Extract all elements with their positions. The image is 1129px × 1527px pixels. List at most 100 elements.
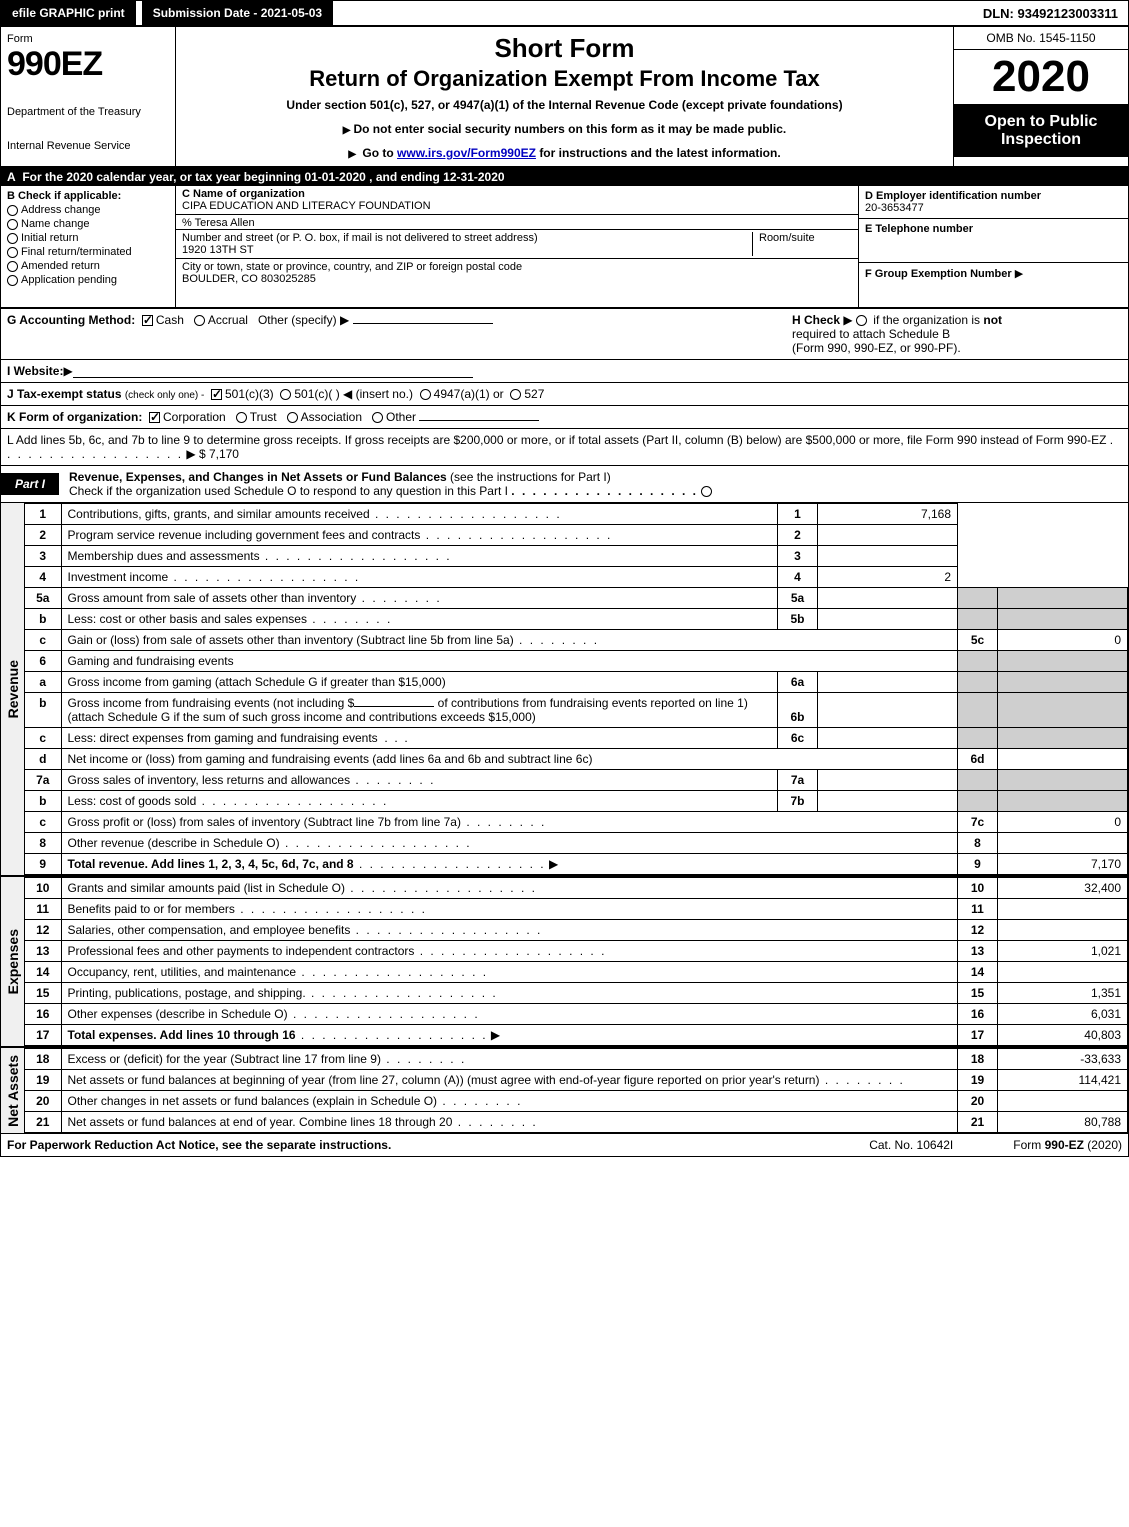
row-a-tax-year: A For the 2020 calendar year, or tax yea… xyxy=(1,168,1128,186)
net-assets-section: Net Assets 18Excess or (deficit) for the… xyxy=(1,1046,1128,1133)
group-exemption-header: F Group Exemption Number xyxy=(865,268,1012,280)
street-header: Number and street (or P. O. box, if mail… xyxy=(182,232,752,244)
line-5c: cGain or (loss) from sale of assets othe… xyxy=(25,630,1128,651)
chk-name-change[interactable]: Name change xyxy=(7,218,169,230)
city-row: City or town, state or province, country… xyxy=(176,259,858,287)
org-name: CIPA EDUCATION AND LITERACY FOUNDATION xyxy=(182,200,431,212)
street-row: Number and street (or P. O. box, if mail… xyxy=(176,230,858,259)
h-label: H Check xyxy=(792,313,840,327)
dept-treasury: Department of the Treasury xyxy=(7,106,169,118)
chk-501c[interactable] xyxy=(280,389,291,400)
dln-label: DLN: 93492123003311 xyxy=(973,2,1128,25)
ein-row: D Employer identification number 20-3653… xyxy=(859,186,1128,219)
subtitle-section: Under section 501(c), 527, or 4947(a)(1)… xyxy=(188,98,941,112)
line-3: 3Membership dues and assessments3 xyxy=(25,546,1128,567)
line-19: 19Net assets or fund balances at beginni… xyxy=(25,1070,1128,1091)
chk-association[interactable] xyxy=(287,412,298,423)
goto-post: for instructions and the latest informat… xyxy=(539,146,780,160)
line-4: 4Investment income42 xyxy=(25,567,1128,588)
dept-irs: Internal Revenue Service xyxy=(7,140,169,152)
submission-date-button[interactable]: Submission Date - 2021-05-03 xyxy=(142,1,333,25)
k-label: K Form of organization: xyxy=(7,410,142,424)
form-number: 990EZ xyxy=(7,45,169,84)
part1-check: Check if the organization used Schedule … xyxy=(69,484,508,498)
line-7c: cGross profit or (loss) from sales of in… xyxy=(25,812,1128,833)
line-13: 13Professional fees and other payments t… xyxy=(25,941,1128,962)
side-net-assets: Net Assets xyxy=(1,1048,25,1133)
open-to-public: Open to Public Inspection xyxy=(954,105,1128,157)
l-value: $ 7,170 xyxy=(199,447,239,461)
org-name-row: C Name of organization CIPA EDUCATION AN… xyxy=(176,186,858,215)
col-c: C Name of organization CIPA EDUCATION AN… xyxy=(176,186,858,307)
net-assets-table: 18Excess or (deficit) for the year (Subt… xyxy=(25,1048,1128,1133)
l-text: L Add lines 5b, 6c, and 7b to line 9 to … xyxy=(7,433,1106,447)
pct-row: % Teresa Allen xyxy=(176,215,858,230)
line-11: 11Benefits paid to or for members11 xyxy=(25,899,1128,920)
line-6c: cLess: direct expenses from gaming and f… xyxy=(25,728,1128,749)
omb-number: OMB No. 1545-1150 xyxy=(954,27,1128,50)
topbar: efile GRAPHIC print Submission Date - 20… xyxy=(1,1,1128,27)
side-revenue: Revenue xyxy=(1,503,25,875)
footer-paperwork: For Paperwork Reduction Act Notice, see … xyxy=(7,1138,391,1152)
col-b-header: B Check if applicable: xyxy=(7,190,169,202)
chk-cash[interactable] xyxy=(142,315,153,326)
telephone-row: E Telephone number xyxy=(859,219,1128,263)
chk-part1-schedule-o[interactable] xyxy=(701,486,712,497)
row-i: I Website: ▶ xyxy=(1,360,1128,383)
row-l: L Add lines 5b, 6c, and 7b to line 9 to … xyxy=(1,429,1128,466)
chk-527[interactable] xyxy=(510,389,521,400)
header-left: Form 990EZ Department of the Treasury In… xyxy=(1,27,176,166)
line-5b: bLess: cost or other basis and sales exp… xyxy=(25,609,1128,630)
form-page: efile GRAPHIC print Submission Date - 20… xyxy=(0,0,1129,1157)
line-6b: bGross income from fundraising events (n… xyxy=(25,693,1128,728)
side-expenses: Expenses xyxy=(1,877,25,1046)
chk-501c3[interactable] xyxy=(211,389,222,400)
irs-link[interactable]: www.irs.gov/Form990EZ xyxy=(397,146,536,160)
footer-cat-no: Cat. No. 10642I xyxy=(869,1138,953,1152)
form-header: Form 990EZ Department of the Treasury In… xyxy=(1,27,1128,168)
chk-address-change[interactable]: Address change xyxy=(7,204,169,216)
chk-amended-return[interactable]: Amended return xyxy=(7,260,169,272)
chk-final-return[interactable]: Final return/terminated xyxy=(7,246,169,258)
page-footer: For Paperwork Reduction Act Notice, see … xyxy=(1,1133,1128,1156)
line-6a: aGross income from gaming (attach Schedu… xyxy=(25,672,1128,693)
line-6d: dNet income or (loss) from gaming and fu… xyxy=(25,749,1128,770)
chk-trust[interactable] xyxy=(236,412,247,423)
part1-note: (see the instructions for Part I) xyxy=(450,470,611,484)
chk-accrual[interactable] xyxy=(194,315,205,326)
expenses-section: Expenses 10Grants and similar amounts pa… xyxy=(1,875,1128,1046)
chk-corporation[interactable] xyxy=(149,412,160,423)
col-b: B Check if applicable: Address change Na… xyxy=(1,186,176,307)
chk-h[interactable] xyxy=(856,315,867,326)
ein-value: 20-3653477 xyxy=(865,202,1122,214)
chk-4947[interactable] xyxy=(420,389,431,400)
revenue-table: 1Contributions, gifts, grants, and simil… xyxy=(25,503,1128,875)
telephone-header: E Telephone number xyxy=(865,223,1122,235)
line-1: 1Contributions, gifts, grants, and simil… xyxy=(25,504,1128,525)
block-bc: B Check if applicable: Address change Na… xyxy=(1,186,1128,309)
line-7a: 7aGross sales of inventory, less returns… xyxy=(25,770,1128,791)
line-8: 8Other revenue (describe in Schedule O)8 xyxy=(25,833,1128,854)
street: 1920 13TH ST xyxy=(182,244,752,256)
line-21: 21Net assets or fund balances at end of … xyxy=(25,1112,1128,1133)
subtitle-goto: Go to www.irs.gov/Form990EZ for instruct… xyxy=(188,146,941,160)
line-15: 15Printing, publications, postage, and s… xyxy=(25,983,1128,1004)
chk-application-pending[interactable]: Application pending xyxy=(7,274,169,286)
chk-other-org[interactable] xyxy=(372,412,383,423)
tax-year: 2020 xyxy=(954,50,1128,105)
g-label: G Accounting Method: xyxy=(7,313,135,327)
footer-form-ref: Form 990-EZ (2020) xyxy=(1013,1138,1122,1152)
room-suite-header: Room/suite xyxy=(752,232,852,256)
line-16: 16Other expenses (describe in Schedule O… xyxy=(25,1004,1128,1025)
i-label: I Website: xyxy=(7,364,63,378)
line-7b: bLess: cost of goods sold7b xyxy=(25,791,1128,812)
chk-initial-return[interactable]: Initial return xyxy=(7,232,169,244)
group-exemption-row: F Group Exemption Number ▶ xyxy=(859,263,1128,307)
efile-button[interactable]: efile GRAPHIC print xyxy=(1,1,136,25)
row-j: J Tax-exempt status (check only one) - 5… xyxy=(1,383,1128,406)
header-mid: Short Form Return of Organization Exempt… xyxy=(176,27,953,166)
j-label: J Tax-exempt status xyxy=(7,387,122,401)
title-short-form: Short Form xyxy=(188,33,941,64)
subtitle-ssn-warning: Do not enter social security numbers on … xyxy=(188,122,941,136)
city-header: City or town, state or province, country… xyxy=(182,261,522,273)
